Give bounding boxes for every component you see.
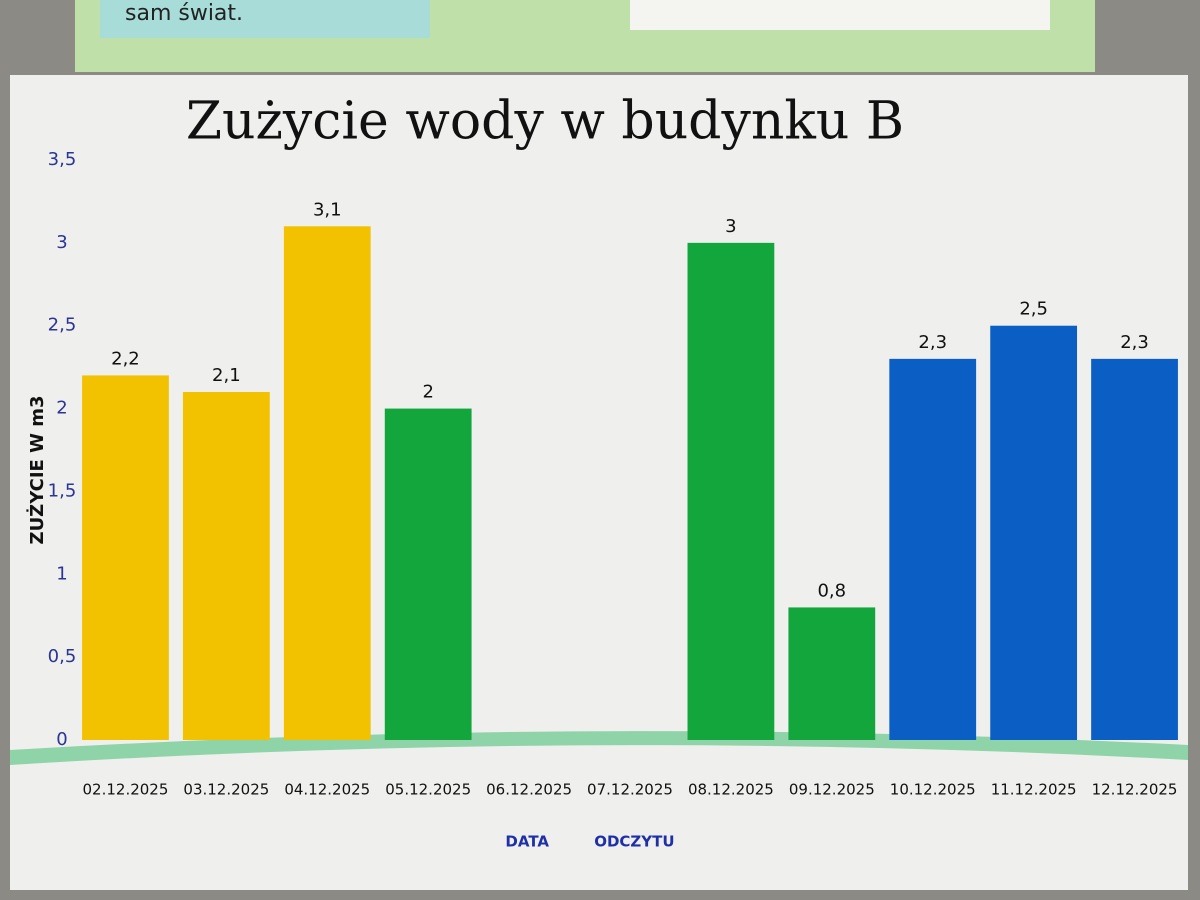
x-tick-label: 11.12.2025: [991, 781, 1077, 799]
x-tick-label: 12.12.2025: [1092, 781, 1178, 799]
value-label: 0,8: [817, 580, 846, 601]
bar: [182, 392, 270, 740]
value-label: 2,3: [1120, 332, 1149, 353]
bar: [82, 375, 169, 740]
value-label: 2,1: [212, 365, 241, 386]
x-tick-label: 04.12.2025: [284, 781, 370, 799]
bar: [990, 325, 1078, 740]
y-tick-label: 0: [56, 729, 67, 750]
y-axis-label: ZUŻYCIE W m3: [26, 396, 48, 545]
y-tick-label: 0,5: [48, 646, 77, 667]
bar: [687, 242, 775, 740]
note-text: sam świat.: [125, 1, 243, 26]
paper: [630, 0, 1050, 30]
chart-title: Zużycie wody w budynku B: [186, 92, 904, 152]
x-tick-label: 10.12.2025: [890, 781, 976, 799]
x-tick-label: 05.12.2025: [385, 781, 471, 799]
x-tick-label: 08.12.2025: [688, 781, 774, 799]
x-tick-label: 02.12.2025: [83, 781, 169, 799]
bar: [889, 358, 977, 740]
value-label: 2,3: [918, 332, 947, 353]
y-tick-label: 3: [56, 232, 67, 253]
y-tick-label: 2: [56, 398, 67, 419]
value-label: 3: [725, 216, 736, 237]
value-label: 2,2: [111, 348, 140, 369]
y-tick-label: 3,5: [48, 149, 77, 170]
bar: [384, 408, 472, 740]
note-box: [100, 0, 430, 38]
bar: [788, 607, 876, 740]
y-tick-label: 2,5: [48, 315, 77, 336]
y-tick-label: 1: [56, 563, 67, 584]
x-tick-label: 07.12.2025: [587, 781, 673, 799]
bar: [283, 226, 371, 741]
x-axis-label: DATA ODCZYTU: [505, 833, 674, 851]
value-label: 2: [422, 382, 433, 403]
x-tick-label: 03.12.2025: [183, 781, 269, 799]
y-tick-label: 1,5: [48, 480, 77, 501]
bar: [1091, 358, 1178, 740]
x-tick-label: 09.12.2025: [789, 781, 875, 799]
value-label: 2,5: [1019, 299, 1048, 320]
value-label: 3,1: [313, 199, 342, 220]
x-tick-label: 06.12.2025: [486, 781, 572, 799]
